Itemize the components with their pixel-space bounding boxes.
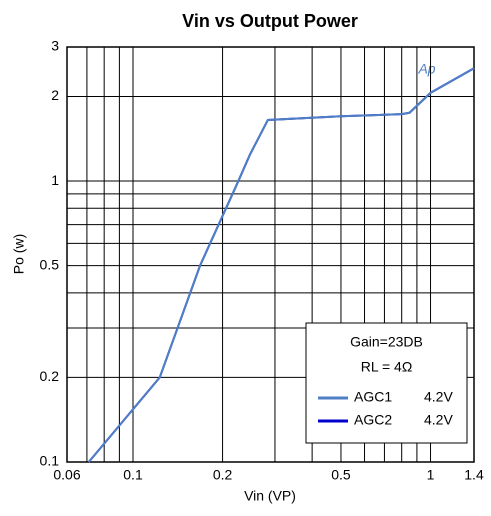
legend-condition: 4.2V [424, 389, 453, 405]
legend-label: AGC2 [354, 412, 392, 428]
x-axis-label: Vin (VP) [244, 488, 296, 504]
legend-condition: 4.2V [424, 412, 453, 428]
y-tick-label: 0.5 [40, 256, 60, 272]
x-tick-label: 1.4 [464, 467, 484, 483]
x-tick-label: 0.5 [331, 467, 351, 483]
x-tick-label: 0.1 [123, 467, 143, 483]
series-line [87, 67, 475, 463]
legend-note: Gain=23DB [350, 334, 423, 350]
plot-frame [66, 46, 475, 463]
legend-label: AGC1 [354, 389, 392, 405]
y-tick-label: 0.2 [40, 368, 60, 384]
x-tick-label: 1 [427, 467, 435, 483]
legend-note: RL = 4Ω [361, 359, 413, 375]
y-tick-label: 0.1 [40, 453, 60, 469]
legend-box [305, 322, 468, 444]
y-tick-label: 2 [51, 87, 59, 103]
y-tick-label: 3 [51, 38, 59, 54]
x-tick-label: 0.06 [53, 467, 80, 483]
logo: Ap [417, 61, 435, 77]
x-tick-label: 0.2 [213, 467, 233, 483]
y-tick-label: 1 [51, 172, 59, 188]
y-axis-label: Po (w) [11, 234, 27, 274]
chart-title: Vin vs Output Power [182, 11, 358, 31]
